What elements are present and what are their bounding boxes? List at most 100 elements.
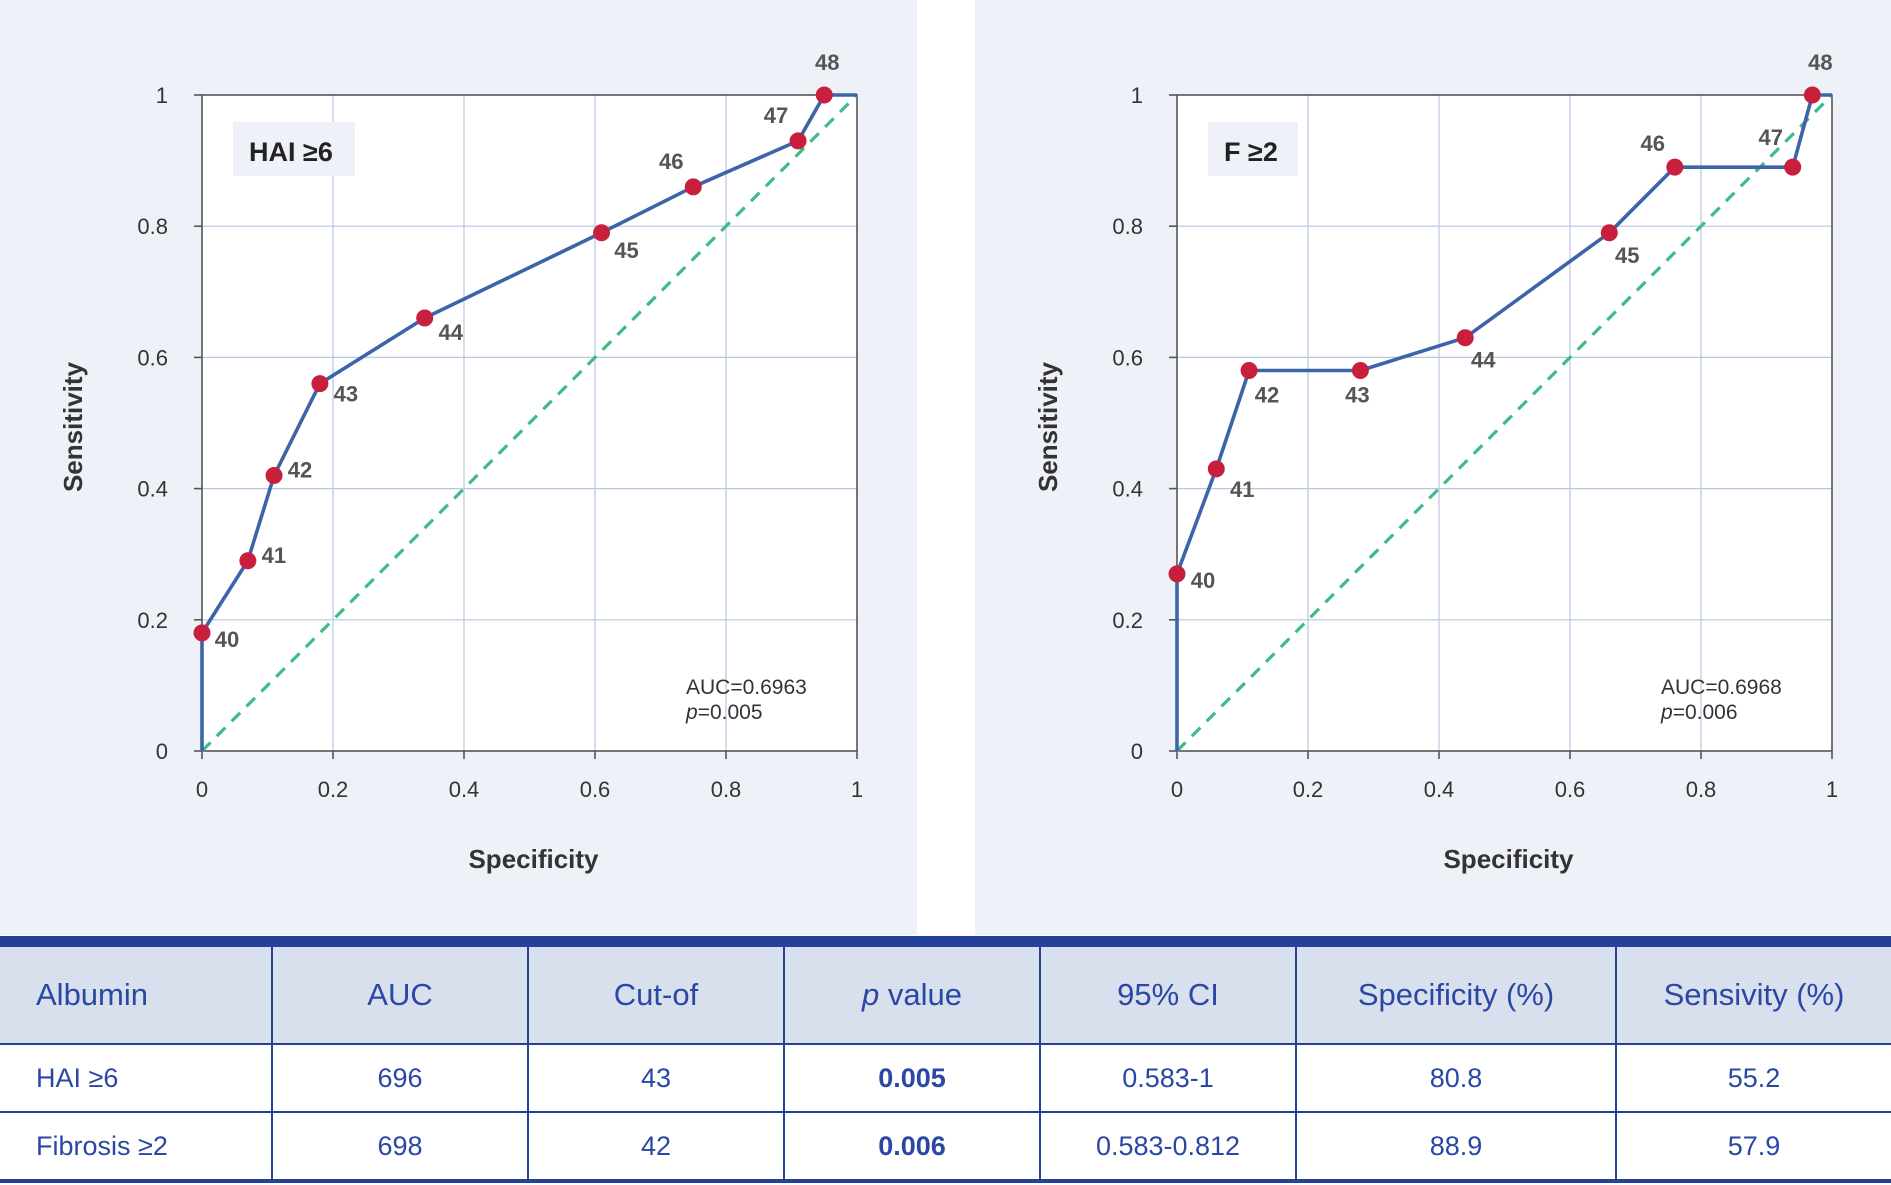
reference-diagonal-line (1175, 93, 1834, 753)
reference-diagonal-line (200, 93, 859, 753)
y-tick-label: 0.2 (1112, 608, 1143, 633)
roc-cutoff-point (815, 86, 833, 104)
roc-cutoff-point (1784, 158, 1802, 176)
x-tick-label: 0.6 (1555, 777, 1586, 802)
row-specificity: 80.8 (1295, 1043, 1617, 1113)
cutoff-point-label: 41 (262, 543, 286, 568)
cutoff-point-label: 40 (1191, 568, 1215, 593)
x-tick-label: 0 (196, 777, 208, 802)
roc-cutoff-point (1600, 224, 1618, 242)
row-specificity: 88.9 (1295, 1111, 1617, 1181)
roc-cutoff-point (789, 132, 807, 150)
cutoff-point-label: 44 (1471, 348, 1496, 373)
header-albumin: Albumin (0, 941, 273, 1045)
roc-cutoff-point (239, 552, 257, 570)
plot-frame (201, 94, 858, 752)
cutoff-point-label: 41 (1230, 477, 1254, 502)
x-tick-label: 0.2 (318, 777, 349, 802)
roc-cutoff-point (684, 178, 702, 196)
header-p-rest: value (879, 977, 962, 1012)
cutoff-point-label: 48 (815, 50, 839, 75)
roc-cutoff-point (1803, 86, 1821, 104)
x-tick-label: 0.8 (1686, 777, 1717, 802)
x-tick-label: 0.6 (580, 777, 611, 802)
cutoff-point-label: 47 (764, 103, 788, 128)
header-auc: AUC (271, 941, 529, 1045)
inset-label-text: F ≥2 (1224, 137, 1278, 167)
x-axis-title: Specificity (1443, 844, 1574, 874)
row-auc: 696 (271, 1043, 529, 1113)
row-label: HAI ≥6 (0, 1043, 273, 1113)
cutoff-point-label: 46 (659, 149, 683, 174)
roc-cutoff-point (1168, 565, 1186, 583)
y-tick-label: 0 (156, 739, 168, 764)
y-tick-label: 0.6 (1112, 345, 1143, 370)
p-value-number: =0.005 (698, 701, 763, 724)
cutoff-point-label: 42 (288, 457, 312, 482)
x-tick-label: 0.2 (1293, 777, 1324, 802)
roc-cutoff-point (1240, 362, 1258, 380)
roc-cutoff-point (311, 375, 329, 393)
x-tick-label: 0.4 (1424, 777, 1455, 802)
roc-cutoff-point (593, 224, 611, 242)
cutoff-point-label: 43 (1345, 383, 1369, 408)
header-p-value: p value (783, 941, 1041, 1045)
cutoff-point-label: 45 (1615, 243, 1639, 268)
table-header-row: Albumin AUC Cut-of p value 95% CI Specif… (0, 941, 1891, 1045)
header-cutoff: Cut-of (527, 941, 785, 1045)
y-tick-label: 0.2 (137, 608, 168, 633)
x-tick-label: 0.4 (449, 777, 480, 802)
inset-label-box: F ≥2 (1208, 122, 1298, 176)
cutoff-point-label: 42 (1255, 383, 1279, 408)
p-value-number: =0.006 (1673, 701, 1738, 724)
y-tick-label: 0.4 (137, 477, 168, 502)
roc-cutoff-point (1351, 362, 1369, 380)
y-tick-label: 1 (1131, 83, 1143, 108)
header-sensitivity: Sensivity (%) (1615, 941, 1891, 1045)
header-p-italic: p (862, 977, 880, 1012)
row-ci: 0.583-1 (1039, 1043, 1297, 1113)
albumin-results-table: Albumin AUC Cut-of p value 95% CI Specif… (0, 936, 1891, 1183)
x-tick-label: 0.8 (711, 777, 742, 802)
y-tick-label: 0.4 (1112, 477, 1143, 502)
roc-cutoff-point (193, 624, 211, 642)
cutoff-point-label: 47 (1758, 125, 1782, 150)
plot-frame (1176, 94, 1833, 752)
x-tick-label: 0 (1171, 777, 1183, 802)
cutoff-point-label: 40 (215, 627, 239, 652)
inset-label-text: HAI ≥6 (249, 137, 333, 167)
cutoff-point-label: 46 (1641, 131, 1665, 156)
p-value-italic: p (1660, 701, 1673, 724)
row-auc: 698 (271, 1111, 529, 1181)
x-tick-label: 1 (851, 777, 863, 802)
roc-cutoff-point (1666, 158, 1684, 176)
header-specificity: Specificity (%) (1295, 941, 1617, 1045)
header-ci: 95% CI (1039, 941, 1297, 1045)
inset-label-background (233, 122, 355, 176)
y-axis-title: Sensitivity (58, 361, 88, 492)
p-value-annotation: p=0.005 (685, 701, 763, 724)
roc-cutoff-point (1207, 460, 1225, 478)
y-axis-title: Sensitivity (1033, 361, 1063, 492)
table-row: Fibrosis ≥2 698 42 0.006 0.583-0.812 88.… (0, 1111, 1891, 1181)
cutoff-point-label: 45 (614, 238, 638, 263)
roc-chart-hai: 0 0.2 0.4 0.6 0.8 1 0 0.2 0.4 0.6 0.8 1 Specificity S… (58, 50, 863, 874)
y-tick-label: 0.6 (137, 345, 168, 370)
p-value-italic: p (685, 701, 698, 724)
row-cutoff: 43 (527, 1043, 785, 1113)
p-value-annotation: p=0.006 (1660, 701, 1738, 724)
y-tick-label: 1 (156, 83, 168, 108)
y-tick-label: 0.8 (137, 214, 168, 239)
table-row: HAI ≥6 696 43 0.005 0.583-1 80.8 55.2 (0, 1043, 1891, 1113)
cutoff-point-label: 48 (1808, 50, 1832, 75)
row-label: Fibrosis ≥2 (0, 1111, 273, 1181)
row-cutoff: 42 (527, 1111, 785, 1181)
auc-annotation: AUC=0.6963 (686, 676, 807, 699)
roc-cutoff-point (416, 309, 434, 327)
cutoff-point-label: 43 (334, 382, 358, 407)
roc-cutoff-point (1456, 329, 1474, 347)
x-tick-label: 1 (1826, 777, 1838, 802)
auc-annotation: AUC=0.6968 (1661, 676, 1782, 699)
y-tick-label: 0.8 (1112, 214, 1143, 239)
inset-label-box: HAI ≥6 (233, 122, 355, 176)
